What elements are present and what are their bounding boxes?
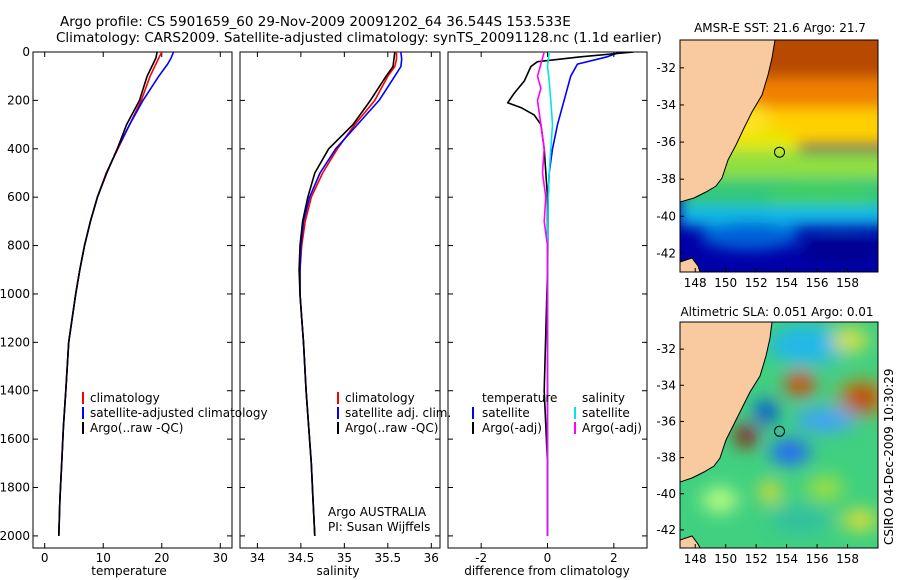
y-tick-label: 200 [7, 93, 30, 107]
sla-map-ticks: 148 150 152 154 156 158 -32 -34 -36 -38 -40 -42 [656, 342, 859, 566]
legend-label-argo: Argo(..raw -QC) [90, 421, 183, 435]
map-x-tick-label: 154 [775, 276, 798, 290]
salinity-legend: climatology satellite adj. clim. Argo(..… [328, 391, 451, 534]
y-tick-label: 800 [7, 239, 30, 253]
map-y-tick-label: -38 [656, 172, 676, 186]
y-tick-label: 0 [22, 45, 30, 59]
figure-title-line2: Climatology: CARS2009. Satellite-adjuste… [56, 30, 662, 46]
x-tick-label: -2 [475, 551, 487, 565]
map-y-tick-label: -34 [656, 378, 676, 392]
x-tick-label: 2 [610, 551, 618, 565]
x-tick-label: 35.5 [374, 551, 401, 565]
sst-argo-position-marker [774, 146, 785, 158]
map-y-tick-label: -36 [656, 414, 676, 428]
y-tick-label: 1400 [0, 384, 30, 398]
sst-map-ticks: 148 150 152 154 156 158 -32 -34 -36 -38 -40 -42 [656, 61, 859, 290]
map-x-tick-label: 154 [775, 552, 798, 566]
argo-credit-line1: Argo AUSTRALIA [328, 505, 427, 519]
salinity-xlabel: salinity [316, 564, 359, 578]
legend-title-temperature: temperature [482, 391, 557, 405]
x-tick-label: 0 [41, 551, 49, 565]
temperature-series-lines [58, 52, 175, 536]
x-tick-label: 0 [544, 551, 552, 565]
temperature-axis-ticks: 0 10 20 30 0 200 400 600 800 1000 1200 1400 1600 1800… [0, 45, 232, 565]
y-tick-label: 400 [7, 142, 30, 156]
x-tick-label: 34 [250, 551, 265, 565]
y-tick-label: 1000 [0, 287, 30, 301]
map-y-tick-label: -36 [656, 135, 676, 149]
sla-map-title: Altimetric SLA: 0.051 Argo: 0.01 [680, 305, 873, 319]
map-x-tick-label: 156 [806, 552, 829, 566]
x-tick-label: 30 [213, 551, 228, 565]
sla-argo-position-marker [774, 425, 785, 437]
y-tick-label: 1600 [0, 432, 30, 446]
sst-map-title: AMSR-E SST: 21.6 Argo: 21.7 [694, 21, 866, 35]
temperature-xlabel: temperature [91, 564, 166, 578]
legend-title-salinity: salinity [582, 391, 625, 405]
legend-label-sal-satellite: satellite [582, 406, 630, 420]
sst-map [680, 40, 878, 272]
legend-label-temp-argo: Argo(-adj) [482, 421, 542, 435]
map-x-tick-label: 156 [806, 276, 829, 290]
side-stamp: CSIRO 04-Dec-2009 10:30:29 [882, 368, 896, 545]
y-tick-label: 1200 [0, 335, 30, 349]
x-tick-label: 20 [154, 551, 169, 565]
figure-title-line1: Argo profile: CS 5901659_60 29-Nov-2009 … [60, 14, 571, 30]
sla-map [680, 322, 878, 548]
map-x-tick-label: 148 [684, 552, 707, 566]
map-x-tick-label: 148 [684, 276, 707, 290]
difference-legend: temperature satellite Argo(-adj) salinit… [472, 391, 642, 435]
legend-label-satellite: satellite adj. clim. [345, 406, 451, 420]
series-line-salinity-argo-adj [536, 52, 549, 536]
legend-label-sal-argo: Argo(-adj) [582, 421, 642, 435]
y-tick-label: 2000 [0, 529, 30, 543]
y-tick-label: 1800 [0, 481, 30, 495]
legend-label-climatology: climatology [90, 391, 160, 405]
y-tick-label: 600 [7, 190, 30, 204]
map-y-tick-label: -32 [656, 342, 676, 356]
legend-label-temp-satellite: satellite [482, 406, 530, 420]
map-x-tick-label: 152 [745, 552, 768, 566]
difference-xlabel: difference from climatology [464, 564, 630, 578]
series-line-argo-raw-qc [298, 52, 396, 536]
sst-land-mass [680, 40, 776, 203]
x-tick-label: 36 [424, 551, 439, 565]
legend-label-climatology: climatology [345, 391, 415, 405]
map-y-tick-label: -34 [656, 98, 676, 112]
map-y-tick-label: -40 [656, 487, 676, 501]
x-tick-label: 35 [337, 551, 352, 565]
salinity-panel-frame [239, 51, 441, 549]
map-x-tick-label: 150 [714, 552, 737, 566]
series-line-temperature-argo-adj [506, 52, 634, 536]
salinity-series-lines [298, 52, 403, 536]
argo-credit-line2: PI: Susan Wijffels [328, 520, 430, 534]
map-x-tick-label: 150 [714, 276, 737, 290]
temperature-legend: climatology satellite-adjusted climatolo… [82, 391, 268, 435]
map-y-tick-label: -42 [656, 523, 676, 537]
series-line-argo-raw-qc [58, 52, 158, 536]
map-y-tick-label: -42 [656, 246, 676, 260]
x-tick-label: 10 [96, 551, 111, 565]
map-y-tick-label: -32 [656, 61, 676, 75]
map-x-tick-label: 152 [745, 276, 768, 290]
map-y-tick-label: -38 [656, 451, 676, 465]
map-y-tick-label: -40 [656, 209, 676, 223]
sla-land-mass [680, 322, 773, 483]
map-x-tick-label: 158 [836, 276, 859, 290]
x-tick-label: 34.5 [288, 551, 315, 565]
map-x-tick-label: 158 [836, 552, 859, 566]
difference-series-lines [506, 52, 634, 536]
temperature-panel-frame [32, 51, 233, 549]
legend-label-argo: Argo(..raw -QC) [345, 421, 438, 435]
legend-label-satellite: satellite-adjusted climatology [90, 406, 268, 420]
salinity-axis-ticks: 34 34.5 35 35.5 36 [240, 51, 440, 565]
